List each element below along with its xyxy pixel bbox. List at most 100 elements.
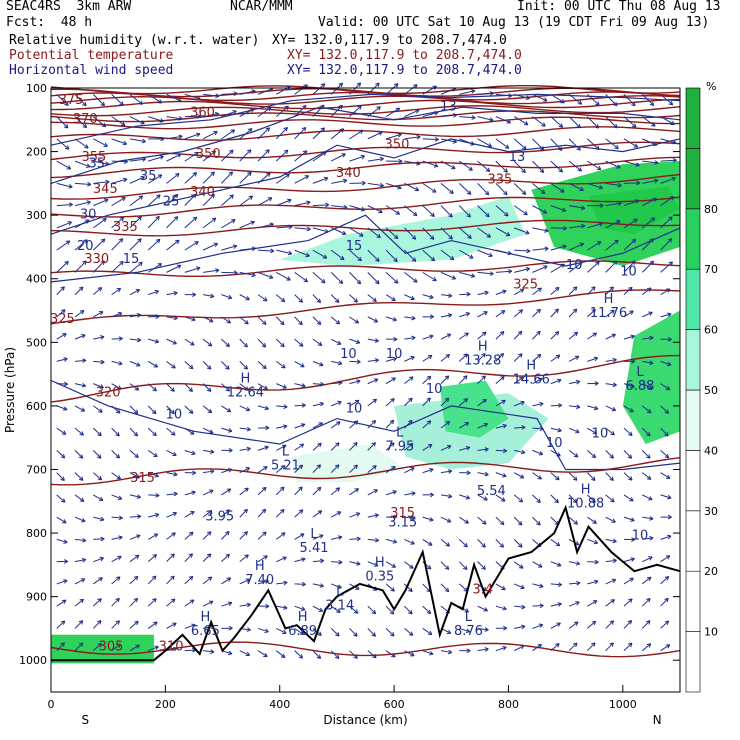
wind-arrow bbox=[459, 494, 470, 499]
wind-arrowhead bbox=[228, 625, 233, 631]
wind-arrowhead bbox=[449, 255, 455, 261]
wind-arrowhead bbox=[610, 430, 615, 436]
center-label: NCAR/MMM bbox=[230, 0, 293, 14]
wind-arrow bbox=[312, 402, 324, 407]
wind-arrow bbox=[458, 398, 468, 407]
wind-arrowhead bbox=[249, 108, 255, 113]
wind-arrowhead bbox=[633, 218, 638, 223]
theta-label: 350 bbox=[196, 147, 221, 162]
wind-arrow bbox=[129, 534, 141, 540]
relative-humidity-shading bbox=[51, 161, 680, 664]
wind-arrowhead bbox=[371, 609, 377, 615]
wind-arrowhead bbox=[575, 561, 581, 566]
wind-arrowhead bbox=[78, 642, 84, 647]
wind-arrowhead bbox=[265, 127, 271, 132]
wind-arrowhead bbox=[97, 642, 103, 648]
extremum-value: 8.76 bbox=[454, 624, 483, 639]
wind-arrowhead bbox=[627, 620, 633, 625]
x-end-label-right: N bbox=[653, 713, 662, 727]
wind-arrow bbox=[404, 443, 414, 451]
wind-arrowhead bbox=[155, 314, 160, 320]
wind-arrowhead bbox=[484, 190, 490, 196]
wind-arrow bbox=[514, 268, 530, 273]
wind-arrow bbox=[367, 106, 381, 118]
wind-arrowhead bbox=[282, 629, 287, 634]
wind-arrowhead bbox=[593, 356, 599, 362]
wind-arrowhead bbox=[82, 260, 87, 265]
wind-arrowhead bbox=[648, 496, 653, 501]
wind-arrowhead bbox=[628, 476, 633, 481]
wind-arrowhead bbox=[612, 382, 617, 388]
wind-arrowhead bbox=[191, 450, 196, 456]
wind-arrow bbox=[330, 316, 340, 325]
wind-arrow bbox=[532, 227, 549, 232]
wind-arrowhead bbox=[356, 536, 361, 542]
wind-arrow bbox=[623, 450, 632, 459]
wind-arrowhead bbox=[375, 279, 380, 285]
wind-arrowhead bbox=[192, 172, 198, 177]
wind-arrowhead bbox=[631, 359, 636, 364]
wind-arrow bbox=[147, 238, 161, 251]
wind-arrow bbox=[221, 110, 237, 118]
wind-arrowhead bbox=[208, 429, 214, 434]
wind-arrowhead bbox=[100, 238, 106, 243]
wind-arrow bbox=[440, 114, 457, 118]
wind-arrow bbox=[422, 444, 433, 451]
wind-arrowhead bbox=[355, 585, 360, 590]
wind-arrow bbox=[422, 355, 433, 362]
wind-arrowhead bbox=[521, 425, 526, 430]
wind-arrow bbox=[367, 398, 377, 407]
wind-arrow bbox=[147, 93, 162, 104]
wind-arrow bbox=[276, 444, 287, 451]
wind-arrowhead bbox=[482, 398, 487, 404]
wind-arrowhead bbox=[371, 442, 376, 447]
wind-arrowhead bbox=[192, 470, 197, 476]
wind-arrow bbox=[495, 331, 505, 340]
wind-arrow bbox=[294, 628, 305, 635]
wind-arrowhead bbox=[558, 123, 564, 128]
field3-name: Horizontal wind speed bbox=[9, 63, 174, 78]
wind-arrow bbox=[148, 513, 159, 518]
wind-arrow bbox=[331, 583, 342, 589]
x-tick-label: 400 bbox=[269, 698, 290, 711]
y-tick-label: 900 bbox=[26, 591, 47, 604]
wind-arrow bbox=[257, 580, 269, 585]
wind-arrowhead bbox=[627, 642, 633, 648]
wind-arrowhead bbox=[338, 279, 344, 285]
wind-arrowhead bbox=[78, 476, 84, 481]
wind-arrow bbox=[129, 644, 140, 652]
wind-speed-label: 10 bbox=[632, 528, 649, 543]
x-tick-label: 600 bbox=[384, 698, 405, 711]
wind-arrow bbox=[404, 271, 418, 283]
wind-arrowhead bbox=[336, 340, 342, 345]
wind-arrow bbox=[605, 472, 614, 481]
wind-arrow bbox=[513, 330, 523, 340]
wind-arrow bbox=[385, 650, 396, 658]
wind-arrowhead bbox=[507, 93, 513, 98]
theta-label: 340 bbox=[336, 166, 361, 181]
wind-arrow bbox=[459, 446, 470, 451]
wind-arrowhead bbox=[190, 341, 195, 346]
wind-arrowhead bbox=[97, 287, 103, 292]
wind-arrowhead bbox=[610, 599, 615, 604]
wind-arrowhead bbox=[557, 403, 563, 408]
wind-arrow bbox=[56, 138, 70, 150]
wind-arrow bbox=[147, 216, 160, 229]
wind-arrowhead bbox=[133, 409, 139, 415]
wind-arrowhead bbox=[374, 513, 379, 518]
wind-arrowhead bbox=[481, 565, 486, 570]
wind-arrow bbox=[458, 160, 473, 171]
wind-arrowhead bbox=[393, 234, 399, 240]
wind-arrowhead bbox=[261, 508, 267, 514]
wind-arrowhead bbox=[667, 312, 672, 318]
wind-arrowhead bbox=[446, 518, 452, 523]
wind-speed-label: 25 bbox=[163, 195, 180, 210]
wind-arrowhead bbox=[353, 298, 358, 303]
wind-arrow bbox=[477, 539, 486, 548]
wind-arrow bbox=[93, 494, 104, 501]
wind-arrow bbox=[74, 494, 85, 502]
wind-arrow bbox=[568, 138, 581, 151]
wind-arrow bbox=[623, 472, 633, 481]
wind-arrowhead bbox=[263, 385, 268, 390]
wind-arrow bbox=[458, 332, 469, 340]
